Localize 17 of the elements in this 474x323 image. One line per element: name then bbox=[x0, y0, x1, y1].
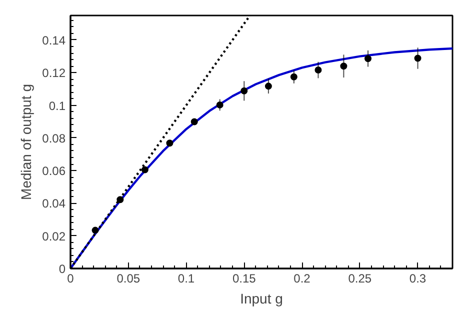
x-tick-label: 0.25 bbox=[348, 272, 372, 286]
x-tick-label: 0.3 bbox=[409, 272, 426, 286]
x-tick-label: 0.2 bbox=[294, 272, 311, 286]
y-tick-label: 0.02 bbox=[42, 229, 66, 244]
y-tick-label: 0.14 bbox=[42, 33, 66, 48]
x-axis-title: Input g bbox=[240, 290, 283, 306]
x-tick-label: 0 bbox=[67, 272, 74, 286]
y-tick-label: 0.12 bbox=[42, 66, 66, 80]
x-tick-label: 0.05 bbox=[116, 272, 140, 286]
y-tick-label: 0 bbox=[58, 262, 66, 276]
y-tick-label: 0.1 bbox=[48, 98, 66, 113]
y-tick-label: 0.06 bbox=[42, 164, 66, 178]
y-axis-title: Median of output g bbox=[18, 84, 34, 200]
y-tick-label: 0.08 bbox=[42, 131, 66, 146]
x-tick-label: 0.1 bbox=[178, 272, 195, 286]
y-tick-label: 0.04 bbox=[42, 196, 66, 211]
x-tick-label: 0.15 bbox=[232, 272, 256, 286]
